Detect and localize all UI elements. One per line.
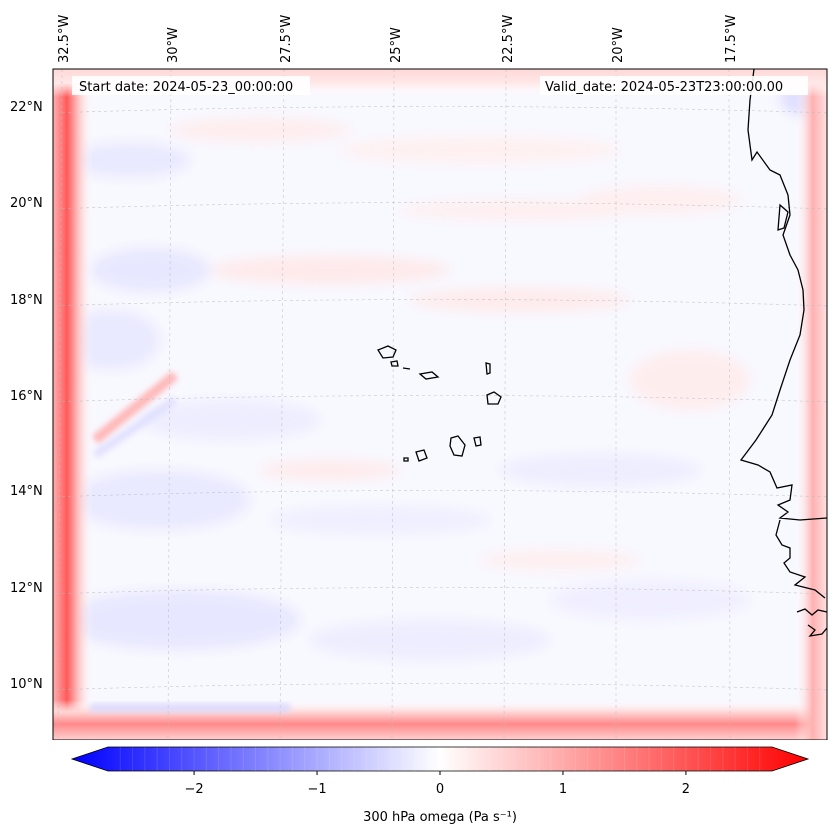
- lat-label: 22°N: [10, 100, 43, 115]
- cape-verde-islands: [377, 345, 502, 462]
- lon-label: 22.5°W: [501, 15, 516, 63]
- colorbar-tick-label: 1: [559, 782, 567, 797]
- colorbar-tick-label: −2: [184, 782, 203, 797]
- lat-label: 20°N: [10, 196, 43, 211]
- start-date-label: Start date: 2024-05-23_00:00:00: [79, 80, 293, 95]
- colorbar-tick-label: −1: [307, 782, 326, 797]
- colorbar-gradient: [70, 746, 810, 772]
- lat-label: 12°N: [10, 581, 43, 596]
- colorbar-tick-label: 0: [436, 782, 444, 797]
- lon-label: 27.5°W: [279, 15, 294, 63]
- map-figure: 32.5°W 30°W 27.5°W 25°W 22.5°W 20°W 17.5…: [10, 15, 828, 740]
- lat-label: 10°N: [10, 677, 43, 692]
- gridlines: [53, 69, 827, 740]
- african-coastline: [739, 69, 827, 637]
- lat-labels: 22°N 20°N 18°N 16°N 14°N 12°N 10°N: [10, 100, 43, 692]
- valid-date-label: Valid_date: 2024-05-23T23:00:00.00: [545, 80, 783, 95]
- lat-label: 16°N: [10, 389, 43, 404]
- colorbar: −2 −1 0 1 2 300 hPa omega (Pa s⁻¹): [70, 746, 810, 825]
- omega-field: Start date: 2024-05-23_00:00:00 Valid_da…: [53, 69, 827, 740]
- lat-label: 18°N: [10, 293, 43, 308]
- lon-labels: 32.5°W 30°W 27.5°W 25°W 22.5°W 20°W 17.5…: [57, 15, 739, 63]
- map-frame: [52, 68, 828, 740]
- lon-label: 25°W: [389, 27, 404, 63]
- lon-label: 17.5°W: [724, 15, 739, 63]
- colorbar-tick-label: 2: [682, 782, 690, 797]
- lon-label: 30°W: [166, 27, 181, 63]
- colorbar-label: 300 hPa omega (Pa s⁻¹): [363, 810, 517, 825]
- lat-label: 14°N: [10, 484, 43, 499]
- lon-label: 20°W: [611, 27, 626, 63]
- lon-label: 32.5°W: [57, 15, 72, 63]
